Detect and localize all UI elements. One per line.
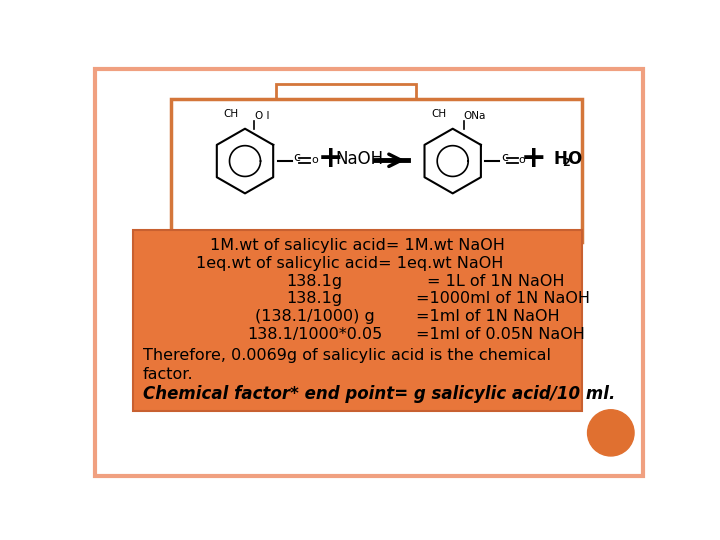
Text: ONa: ONa [463, 111, 485, 121]
Text: CH: CH [431, 109, 446, 119]
Text: 1M.wt of salicylic acid= 1M.wt NaOH: 1M.wt of salicylic acid= 1M.wt NaOH [210, 238, 505, 253]
Text: o: o [518, 154, 526, 165]
Text: c: c [293, 151, 300, 165]
Text: +: + [318, 144, 343, 173]
Text: =1ml of 1N NaOH: =1ml of 1N NaOH [415, 309, 559, 324]
Text: (138.1/1000) g: (138.1/1000) g [255, 309, 374, 324]
Text: factor.: factor. [143, 367, 194, 382]
Text: 2: 2 [562, 158, 570, 167]
Text: o: o [311, 154, 318, 165]
Text: O: O [567, 150, 581, 168]
Text: 138.1g: 138.1g [287, 292, 343, 306]
Text: NaOH: NaOH [336, 150, 384, 168]
Text: 1eq.wt of salicylic acid= 1eq.wt NaOH: 1eq.wt of salicylic acid= 1eq.wt NaOH [196, 256, 503, 271]
Text: =1ml of 0.05N NaOH: =1ml of 0.05N NaOH [415, 327, 585, 342]
Text: CH: CH [223, 109, 238, 119]
Bar [132, 231, 582, 411]
Bar [171, 99, 582, 242]
Circle shape [588, 410, 634, 456]
Text: = 1L of 1N NaOH: = 1L of 1N NaOH [427, 274, 564, 289]
Text: O I: O I [255, 111, 269, 121]
Text: 138.1g: 138.1g [287, 274, 343, 289]
Text: c: c [500, 151, 508, 165]
Text: Therefore, 0.0069g of salicylic acid is the chemical: Therefore, 0.0069g of salicylic acid is … [143, 348, 551, 363]
Bar [276, 84, 415, 103]
Text: +: + [521, 144, 546, 173]
Text: =1000ml of 1N NaOH: =1000ml of 1N NaOH [415, 292, 590, 306]
Text: 138.1/1000*0.05: 138.1/1000*0.05 [247, 327, 382, 342]
Text: Chemical factor* end point= g salicylic acid/10 ml.: Chemical factor* end point= g salicylic … [143, 386, 615, 403]
Text: H: H [554, 150, 567, 168]
